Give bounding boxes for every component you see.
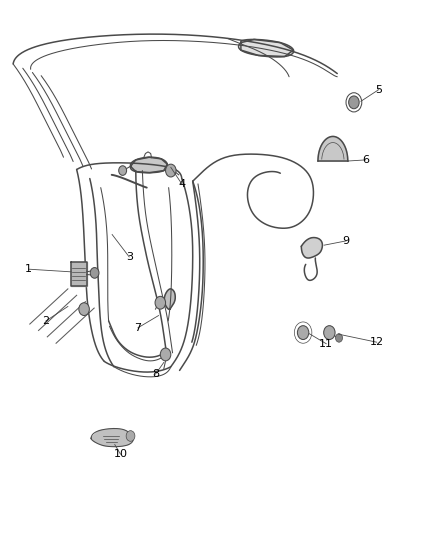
Text: 2: 2 (42, 316, 49, 326)
Circle shape (166, 164, 176, 177)
Text: 1: 1 (25, 264, 32, 274)
Polygon shape (318, 136, 348, 161)
Text: 12: 12 (370, 337, 384, 347)
Circle shape (297, 326, 309, 340)
Polygon shape (71, 262, 87, 286)
Polygon shape (241, 39, 293, 56)
Circle shape (155, 296, 166, 309)
Polygon shape (301, 238, 322, 258)
Circle shape (126, 431, 135, 441)
Text: 9: 9 (343, 236, 350, 246)
Circle shape (336, 334, 343, 342)
Polygon shape (165, 289, 175, 309)
Polygon shape (91, 429, 133, 447)
Circle shape (90, 268, 99, 278)
Text: 8: 8 (152, 369, 159, 379)
Text: 4: 4 (178, 179, 185, 189)
Circle shape (79, 303, 89, 316)
Text: 3: 3 (126, 252, 133, 262)
Text: 10: 10 (113, 449, 127, 459)
Text: 5: 5 (375, 85, 382, 94)
Circle shape (119, 166, 127, 175)
Text: 6: 6 (362, 155, 369, 165)
Circle shape (160, 348, 171, 361)
Circle shape (349, 96, 359, 109)
Circle shape (324, 326, 335, 340)
Text: 7: 7 (134, 323, 141, 333)
Text: 11: 11 (319, 339, 333, 349)
Polygon shape (131, 157, 167, 173)
